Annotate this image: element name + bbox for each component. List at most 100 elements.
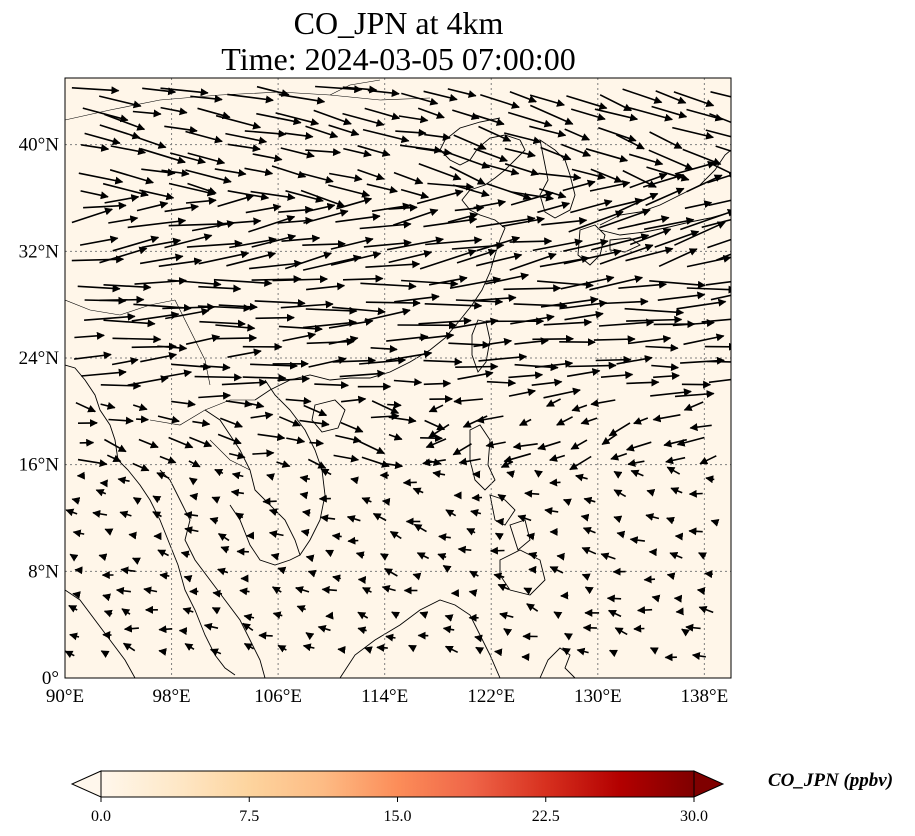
wind-arrow: [188, 477, 198, 486]
wind-arrow: [183, 574, 193, 583]
wind-arrow: [652, 414, 681, 423]
wind-arrow: [330, 236, 374, 250]
wind-arrow: [626, 378, 660, 387]
wind-arrow: [598, 318, 655, 327]
colorbar-body: [100, 770, 695, 798]
wind-arrow: [457, 370, 494, 380]
wind-arrow: [562, 498, 572, 507]
wind-arrow: [649, 280, 706, 289]
colorbar: 0.0 7.5 15.0 22.5 30.0: [70, 770, 725, 825]
wind-arrow: [284, 131, 314, 140]
wind-arrow: [213, 278, 273, 287]
coastline-japan-shikoku: [609, 237, 641, 253]
wind-arrow: [707, 238, 731, 249]
wind-arrow: [299, 172, 334, 184]
wind-arrow: [361, 586, 372, 595]
wind-arrow: [110, 145, 147, 156]
wind-arrow: [473, 114, 505, 126]
wind-arrow: [529, 125, 567, 138]
wind-arrow: [580, 417, 598, 425]
wind-arrow: [509, 90, 537, 103]
wind-arrow: [616, 530, 626, 539]
wind-arrow: [217, 567, 229, 576]
wind-arrow: [697, 552, 707, 560]
wind-arrow: [503, 628, 513, 637]
wind-arrow: [513, 301, 568, 310]
wind-arrow: [302, 643, 315, 652]
wind-arrow: [123, 624, 139, 633]
wind-arrow: [252, 449, 275, 458]
wind-arrow: [306, 337, 355, 346]
wind-arrow: [626, 315, 683, 324]
wind-arrow: [325, 549, 335, 558]
wind-arrow: [710, 294, 731, 301]
wind-arrow: [494, 648, 503, 657]
wind-arrow: [438, 533, 451, 542]
wind-arrow: [99, 246, 148, 264]
wind-arrow: [601, 433, 618, 446]
wind-arrow: [423, 216, 478, 228]
wind-arrow: [392, 208, 439, 226]
wind-arrow: [699, 455, 717, 465]
wind-arrow: [299, 419, 330, 428]
wind-arrow: [71, 255, 125, 264]
wind-arrow: [333, 454, 360, 463]
wind-arrow: [321, 585, 337, 594]
wind-arrow: [424, 301, 483, 310]
wind-arrow: [629, 172, 668, 189]
wind-arrow: [504, 163, 540, 176]
wind-arrow: [595, 355, 632, 364]
wind-arrow: [130, 134, 167, 149]
wind-arrow: [590, 399, 616, 407]
wind-arrow: [540, 296, 599, 308]
wind-arrow: [589, 180, 631, 192]
wind-arrow: [599, 94, 633, 112]
wind-arrow: [98, 553, 108, 562]
wind-arrow: [361, 497, 372, 505]
wind-arrow: [385, 633, 396, 642]
wind-arrow: [674, 390, 715, 399]
wind-arrow: [302, 318, 357, 329]
wind-arrow: [74, 331, 105, 340]
wind-arrow: [314, 381, 349, 390]
wind-arrow: [376, 643, 388, 652]
wind-arrow: [486, 182, 532, 200]
wind-arrow: [315, 85, 363, 94]
wind-arrow: [320, 514, 336, 523]
wind-arrow: [328, 318, 374, 329]
wind-arrow: [585, 148, 629, 163]
wind-arrow: [248, 215, 296, 233]
wind-arrow: [494, 532, 504, 541]
wind-arrow: [512, 442, 538, 451]
wind-arrow: [305, 306, 358, 315]
wind-arrow: [127, 375, 169, 386]
wind-arrow: [560, 275, 615, 290]
wind-arrow: [227, 143, 261, 153]
wind-arrow: [256, 112, 302, 126]
lat-tick-label: 16°N: [19, 455, 60, 476]
wind-arrow: [65, 650, 75, 658]
wind-arrow: [456, 248, 497, 264]
wind-arrow: [168, 220, 226, 229]
wind-arrow: [357, 168, 385, 181]
wind-arrow: [453, 134, 487, 150]
colorbar-extend-max: [693, 770, 725, 798]
wind-arrow: [158, 625, 173, 634]
wind-arrow: [242, 622, 254, 632]
wind-arrow: [400, 188, 430, 200]
wind-arrow: [178, 627, 188, 636]
wind-arrow: [169, 152, 206, 165]
wind-arrow: [556, 552, 565, 561]
wind-arrow: [669, 552, 683, 560]
wind-arrow: [104, 194, 140, 204]
wind-arrow: [270, 552, 280, 561]
wind-arrow: [296, 605, 306, 613]
wind-arrow: [708, 378, 731, 384]
wind-arrow: [608, 649, 618, 658]
wind-arrow: [503, 452, 532, 464]
wind-arrow: [681, 628, 691, 637]
wind-arrow: [272, 611, 283, 620]
wind-arrow: [80, 190, 109, 200]
wind-arrow: [510, 190, 554, 206]
wind-arrow: [485, 440, 506, 449]
